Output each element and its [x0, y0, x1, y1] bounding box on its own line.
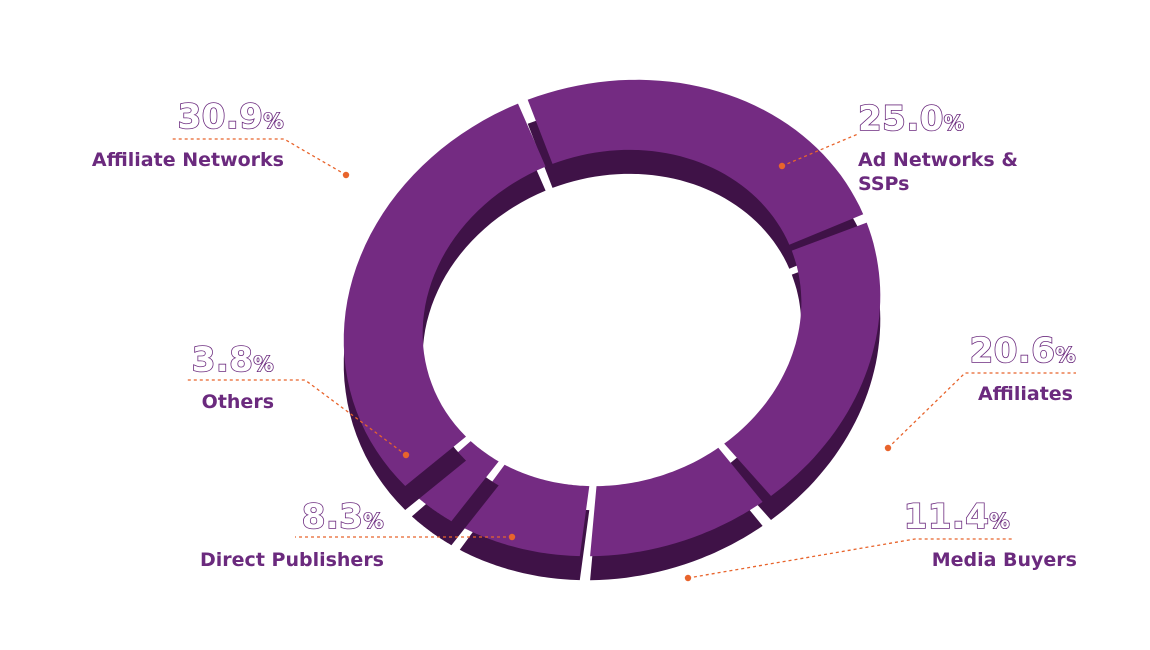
pct-value-ad-networks-ssps: 25.0	[858, 99, 944, 139]
category-label-line: Affiliates	[978, 383, 1073, 405]
pct-sign: %	[363, 509, 384, 533]
leader-line-media-buyers	[687, 538, 1012, 579]
pct-value-others: 3.8	[192, 340, 254, 380]
leader-line-others	[185, 379, 407, 456]
pct-label-affiliate-networks: 30.9%	[178, 97, 284, 137]
pct-label-ad-networks-ssps: 25.0%	[858, 99, 964, 139]
slice-ad-networks-ssps	[527, 79, 864, 245]
category-label-line: Ad Networks &	[858, 149, 1018, 171]
pct-value-affiliates: 20.6	[970, 331, 1056, 371]
category-label-affiliate-networks: Affiliate Networks	[92, 149, 284, 171]
pct-label-others: 3.8%	[192, 340, 274, 380]
category-label-line: Direct Publishers	[200, 549, 384, 571]
category-label-line: Affiliate Networks	[92, 149, 284, 171]
leader-line-ad-networks-ssps	[781, 133, 859, 167]
leader-dot-affiliate-networks	[342, 171, 350, 179]
category-label-line: Media Buyers	[932, 549, 1077, 571]
leader-line-affiliates	[887, 372, 1076, 449]
slice-affiliate-networks	[343, 103, 546, 486]
category-label-direct-publishers: Direct Publishers	[200, 549, 384, 571]
pct-value-affiliate-networks: 30.9	[178, 97, 264, 137]
category-label-ad-networks-ssps: Ad Networks & SSPs	[858, 149, 1018, 195]
category-label-media-buyers: Media Buyers	[932, 549, 1077, 571]
slice-media-buyers	[590, 447, 763, 557]
pct-label-affiliates: 20.6%	[970, 331, 1076, 371]
pct-value-media-buyers: 11.4	[904, 497, 990, 537]
pct-label-direct-publishers: 8.3%	[302, 497, 384, 537]
pct-sign: %	[944, 111, 965, 135]
pct-value-direct-publishers: 8.3	[302, 497, 364, 537]
leader-dot-others	[402, 451, 410, 459]
category-label-others: Others	[202, 391, 274, 413]
leader-dot-media-buyers	[684, 574, 692, 582]
pct-label-media-buyers: 11.4%	[904, 497, 1010, 537]
category-label-affiliates: Affiliates	[978, 383, 1073, 405]
category-label-line: SSPs	[858, 173, 909, 195]
leader-dot-direct-publishers	[508, 533, 516, 541]
leader-dot-ad-networks-ssps	[778, 162, 786, 170]
slice-affiliates	[724, 222, 881, 496]
slice-others	[411, 441, 499, 522]
category-label-line: Others	[202, 391, 274, 413]
pct-sign: %	[263, 109, 284, 133]
pct-sign: %	[989, 509, 1010, 533]
leader-dot-affiliates	[884, 444, 892, 452]
pct-sign: %	[253, 352, 274, 376]
pct-sign: %	[1055, 343, 1076, 367]
